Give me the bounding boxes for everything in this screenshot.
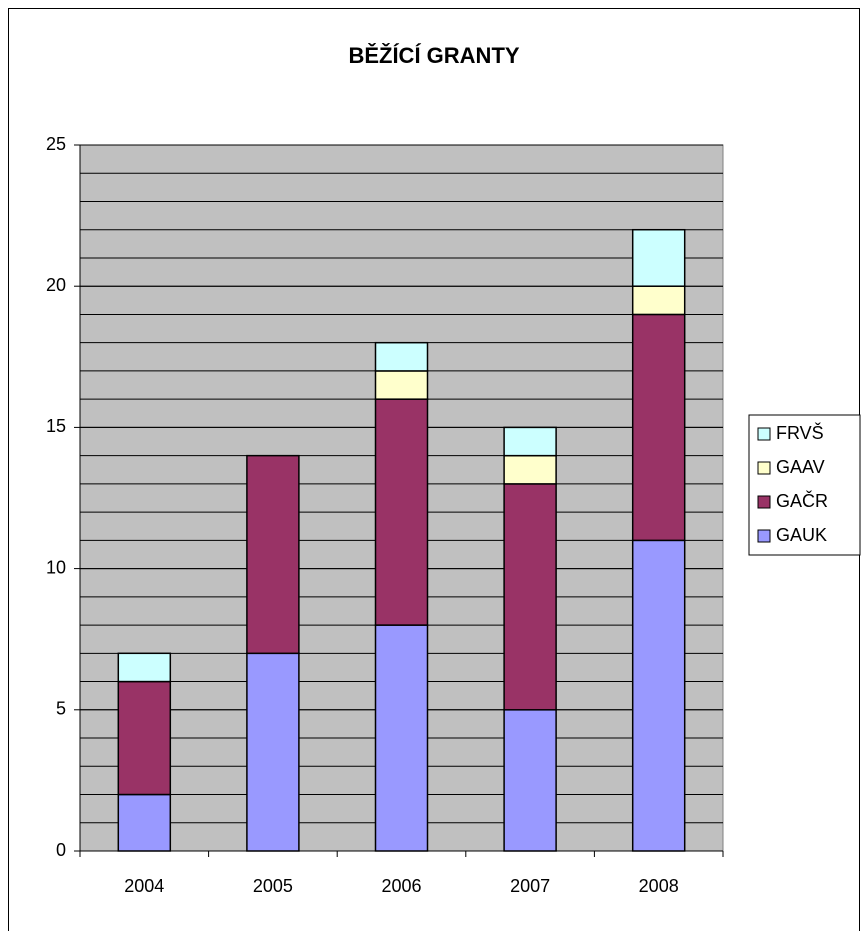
x-tick-label: 2008 (639, 876, 679, 896)
bar-segment (374, 624, 429, 852)
legend-label: GAČR (776, 490, 828, 511)
legend-swatch (757, 495, 771, 509)
x-tick-label: 2004 (124, 876, 164, 896)
bar-segment (246, 454, 300, 655)
bar-segment (631, 228, 686, 287)
x-tick-label: 2006 (381, 876, 421, 896)
bar-segment (117, 793, 172, 852)
legend-label: GAUK (776, 525, 827, 545)
x-tick-label: 2007 (510, 876, 550, 896)
y-tick-label: 15 (46, 416, 66, 436)
bar-segment (503, 426, 557, 457)
y-tick-label: 0 (56, 840, 66, 860)
chart-title: BĚŽÍCÍ GRANTY (348, 43, 519, 68)
bar-segment (374, 398, 429, 626)
bar-segment (631, 313, 686, 542)
y-tick-label: 5 (56, 699, 66, 719)
bar-segment (503, 454, 557, 485)
legend-label: GAAV (776, 457, 825, 477)
y-tick-label: 20 (46, 275, 66, 295)
legend-swatch (757, 529, 771, 543)
y-tick-label: 10 (46, 557, 66, 577)
bar-segment (117, 680, 172, 796)
bar-segment (374, 341, 429, 372)
x-tick-label: 2005 (253, 876, 293, 896)
legend-label: FRVŠ (776, 422, 824, 443)
bar-segment (246, 652, 300, 852)
bar-segment (503, 483, 557, 711)
bar-segment (374, 370, 429, 400)
bar-segment (631, 539, 686, 852)
bar-segment (503, 709, 557, 852)
legend-swatch (757, 461, 771, 475)
bar-segment (631, 285, 686, 316)
y-tick-label: 25 (46, 134, 66, 154)
bar-segment (117, 652, 172, 683)
legend-swatch (757, 427, 771, 441)
